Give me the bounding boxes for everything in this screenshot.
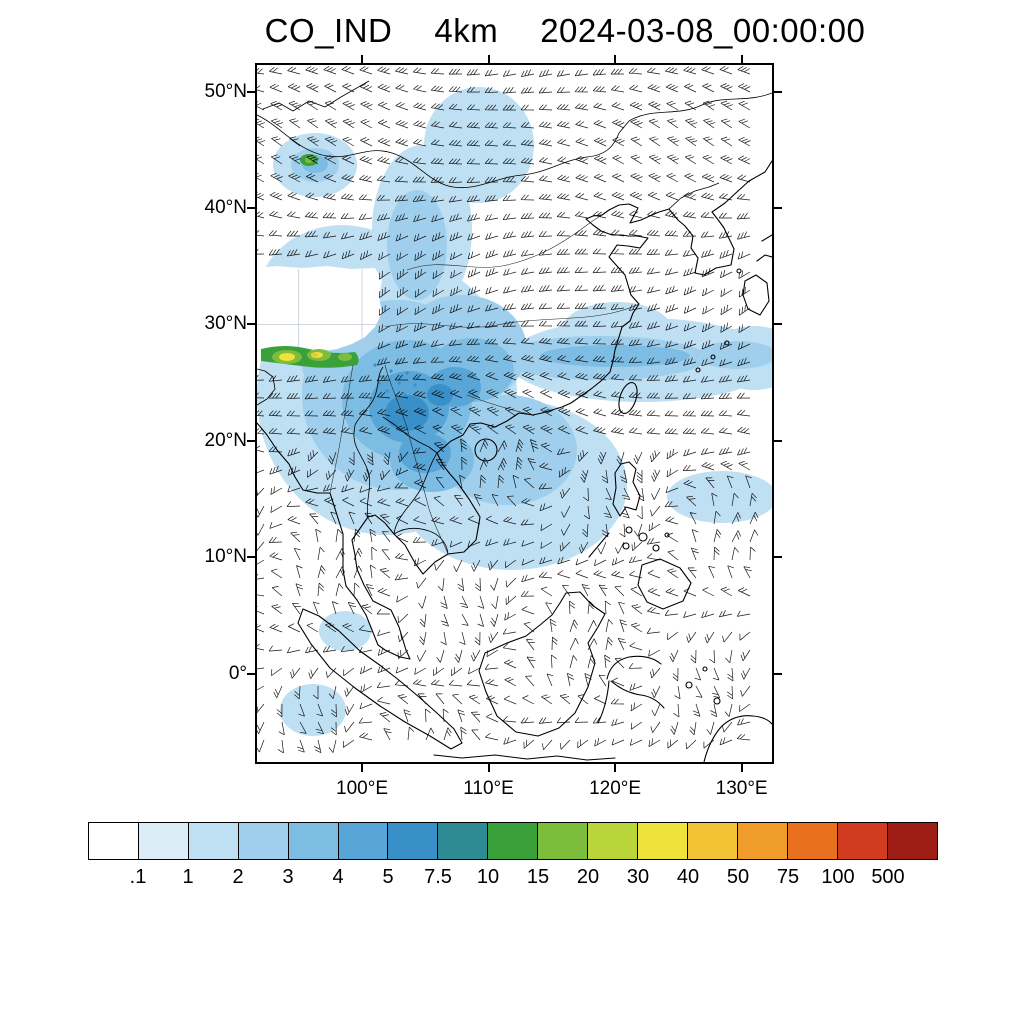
plot-title: CO_IND 4km 2024-03-08_00:00:00 [240,12,890,50]
x-axis-label: 100°E [336,778,389,799]
graticule-lines [257,269,381,353]
colorbar-cell [736,822,789,860]
map-panel: 50°N 40°N 30°N 20°N 10°N 0° 100°E 110°E 120°E 130… [205,55,782,799]
y-axis-tick-right [772,556,782,559]
colorbar-cell [287,822,340,860]
map-canvas [257,65,772,762]
colorbar-labels: .1 1 2 3 4 5 7.5 10 15 20 30 40 50 75 100 500 [88,866,938,894]
plateau-mask [257,266,382,355]
colorbar-tick-label: 40 [676,866,700,888]
colorbar-cell [337,822,389,860]
x-axis-tick-bottom [614,762,617,772]
y-axis-tick-right [772,672,782,675]
colorbar-cell [88,822,140,860]
colorbar-cell [187,822,240,860]
colorbar-cell [786,822,839,860]
colorbar-cell [387,822,439,860]
colorbar-tick-label: 100 [821,866,855,888]
colorbar-cell [587,822,639,860]
colorbar-tick-label: 500 [871,866,905,888]
hotspot-layer [261,154,359,368]
river-layer [329,214,640,555]
y-axis-tick-right [772,439,782,442]
y-axis-tick-left [247,439,257,442]
x-axis-tick-bottom [740,762,743,772]
y-axis-label: 0° [228,662,247,684]
y-axis-tick-right [772,90,782,93]
colorbar-cell [137,822,190,860]
y-axis-tick-left [247,323,257,326]
y-axis-label: 20°N [204,429,247,451]
y-axis-tick-right [772,323,782,326]
border-layer [257,80,772,555]
colorbar-cell [537,822,589,860]
colorbar-cell [836,822,888,860]
co-fill-layer [257,87,772,736]
colorbar-cell [686,822,739,860]
colorbar-cell [487,822,539,860]
title-resolution: 4km [434,12,499,49]
title-species: CO_IND [264,12,393,49]
title-datetime: 2024-03-08_00:00:00 [540,12,866,49]
x-axis-tick-top [614,55,617,65]
colorbar-cell [886,822,938,860]
colorbar-tick-label: 50 [726,866,750,888]
colorbar-tick-label: 1 [182,866,194,888]
y-axis-tick-left [247,672,257,675]
x-axis-tick-top [740,55,743,65]
colorbar-cell [237,822,290,860]
colorbar-tick-label: 15 [526,866,550,888]
colorbar-tick-label: .1 [129,866,147,888]
colorbar-cell [636,822,689,860]
y-axis-label: 10°N [204,546,247,568]
colorbar-cell [437,822,489,860]
y-axis-label: 30°N [204,313,247,335]
colorbar-tick-label: 10 [476,866,500,888]
y-axis-tick-left [247,556,257,559]
colorbar-tick-label: 75 [776,866,800,888]
x-axis-label: 120°E [589,778,642,799]
colorbar-tick-label: 20 [576,866,600,888]
speckle-layer [373,361,417,397]
x-axis-tick-bottom [487,762,490,772]
colorbar-tick-label: 4 [332,866,344,888]
y-axis-tick-left [247,90,257,93]
colorbar-tick-label: 5 [382,866,394,888]
x-axis-tick-bottom [361,762,364,772]
x-axis-tick-top [361,55,364,65]
x-axis-label: 130°E [715,778,768,799]
y-axis-label: 40°N [204,197,247,219]
x-axis-tick-top [487,55,490,65]
y-axis-tick-right [772,207,782,210]
colorbar-tick-label: 3 [282,866,294,888]
colorbar-tick-label: 30 [626,866,650,888]
y-axis-label: 50°N [204,80,247,102]
colorbar-tick-label: 7.5 [424,866,452,888]
colorbar-tick-label: 2 [232,866,244,888]
x-axis-label: 110°E [463,778,514,799]
wind-barbs-layer [257,65,759,754]
colorbar [88,822,938,860]
y-axis-tick-left [247,207,257,210]
wind-barbs-path [257,65,759,754]
